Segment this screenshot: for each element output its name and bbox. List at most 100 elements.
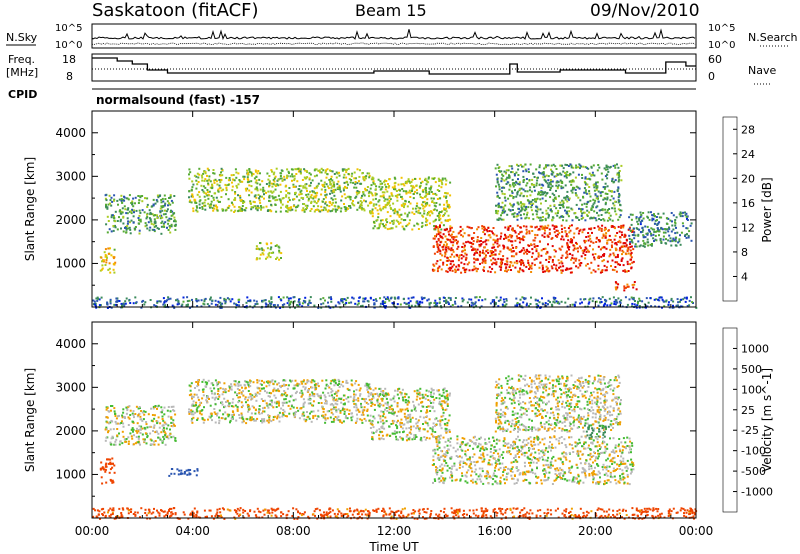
range-gate-cell	[629, 254, 632, 257]
range-gate-cell	[502, 206, 505, 209]
range-gate-cell	[142, 418, 145, 421]
range-gate-cell	[120, 227, 122, 230]
range-gate-cell	[668, 226, 670, 229]
range-gate-cell	[465, 257, 468, 260]
range-gate-cell	[436, 260, 439, 263]
range-gate-cell	[174, 413, 177, 416]
range-gate-cell	[115, 438, 118, 441]
range-gate-cell	[305, 208, 308, 211]
range-gate-cell	[356, 303, 359, 306]
range-gate-cell	[642, 217, 645, 220]
range-gate-cell	[502, 304, 505, 307]
range-gate-cell	[351, 202, 354, 205]
range-gate-cell	[462, 298, 465, 301]
range-gate-cell	[280, 201, 282, 204]
range-gate-cell	[336, 187, 339, 190]
range-gate-cell	[386, 221, 389, 224]
range-gate-cell	[631, 241, 634, 244]
range-gate-cell	[642, 235, 645, 238]
range-gate-cell	[556, 235, 559, 238]
range-gate-cell	[507, 238, 510, 241]
range-gate-cell	[460, 305, 463, 308]
range-gate-cell	[301, 305, 304, 308]
range-gate-cell	[306, 207, 308, 209]
range-gate-cell	[164, 213, 167, 216]
range-gate-cell	[125, 438, 128, 440]
range-gate-cell	[132, 197, 135, 200]
range-gate-cell	[207, 169, 210, 172]
range-gate-cell	[615, 249, 617, 252]
range-gate-cell	[659, 296, 662, 299]
range-gate-cell	[657, 298, 659, 301]
range-gate-cell	[234, 168, 237, 171]
range-gate-cell	[143, 427, 146, 430]
range-gate-cell	[196, 172, 199, 175]
range-gate-cell	[93, 300, 96, 303]
range-gate-cell	[317, 209, 320, 211]
range-gate-cell	[186, 296, 189, 299]
range-gate-cell	[632, 234, 635, 237]
range-gate-cell	[378, 199, 381, 202]
range-gate-cell	[510, 236, 513, 239]
range-gate-cell	[116, 300, 119, 303]
range-gate-cell	[127, 227, 130, 230]
range-gate-cell	[617, 180, 620, 183]
range-gate-cell	[678, 238, 681, 241]
range-gate-cell	[536, 179, 539, 182]
range-gate-cell	[450, 241, 453, 244]
range-gate-cell	[212, 209, 215, 212]
range-gate-cell	[308, 301, 311, 304]
range-gate-cell	[329, 183, 332, 186]
range-gate-cell	[630, 238, 633, 241]
range-gate-cell	[314, 209, 317, 211]
range-gate-cell	[482, 231, 485, 233]
range-gate-cell	[616, 255, 619, 258]
range-gate-cell	[196, 210, 199, 213]
range-gate-cell	[336, 391, 339, 394]
range-gate-cell	[258, 408, 261, 411]
range-gate-cell	[324, 387, 327, 390]
range-gate-cell	[605, 166, 608, 169]
range-gate-cell	[513, 173, 516, 175]
range-gate-cell	[498, 204, 500, 207]
range-gate-cell	[213, 181, 216, 184]
range-gate-cell	[153, 228, 156, 231]
range-gate-cell	[447, 230, 450, 233]
range-gate-cell	[325, 183, 328, 186]
range-gate-cell	[394, 181, 397, 184]
range-gate-cell	[399, 189, 402, 192]
range-gate-cell	[227, 415, 230, 418]
range-gate-cell	[594, 199, 597, 202]
range-gate-cell	[460, 254, 463, 256]
range-gate-cell	[520, 230, 523, 233]
range-gate-cell	[206, 395, 209, 398]
range-gate-cell	[114, 210, 117, 213]
range-gate-cell	[620, 245, 623, 248]
range-gate-cell	[400, 195, 403, 198]
range-gate-cell	[210, 203, 213, 206]
range-gate-cell	[368, 190, 371, 193]
range-gate-cell	[527, 206, 530, 209]
range-gate-cell	[342, 408, 344, 411]
range-gate-cell	[310, 202, 313, 204]
range-gate-cell	[310, 181, 312, 184]
range-gate-cell	[112, 268, 115, 271]
range-gate-cell	[613, 204, 616, 207]
range-gate-cell	[188, 384, 191, 387]
range-gate-cell	[240, 406, 243, 409]
range-gate-cell	[495, 296, 498, 299]
range-gate-cell	[586, 201, 589, 204]
range-gate-cell	[483, 269, 485, 272]
range-gate-cell	[230, 174, 233, 177]
range-gate-cell	[156, 420, 159, 423]
range-gate-cell	[511, 167, 514, 170]
range-gate-cell	[437, 267, 440, 269]
range-gate-cell	[252, 173, 255, 176]
range-gate-cell	[474, 302, 476, 305]
range-gate-cell	[592, 241, 595, 244]
range-gate-cell	[330, 300, 333, 303]
range-gate-cell	[374, 207, 377, 210]
range-gate-cell	[278, 390, 281, 393]
